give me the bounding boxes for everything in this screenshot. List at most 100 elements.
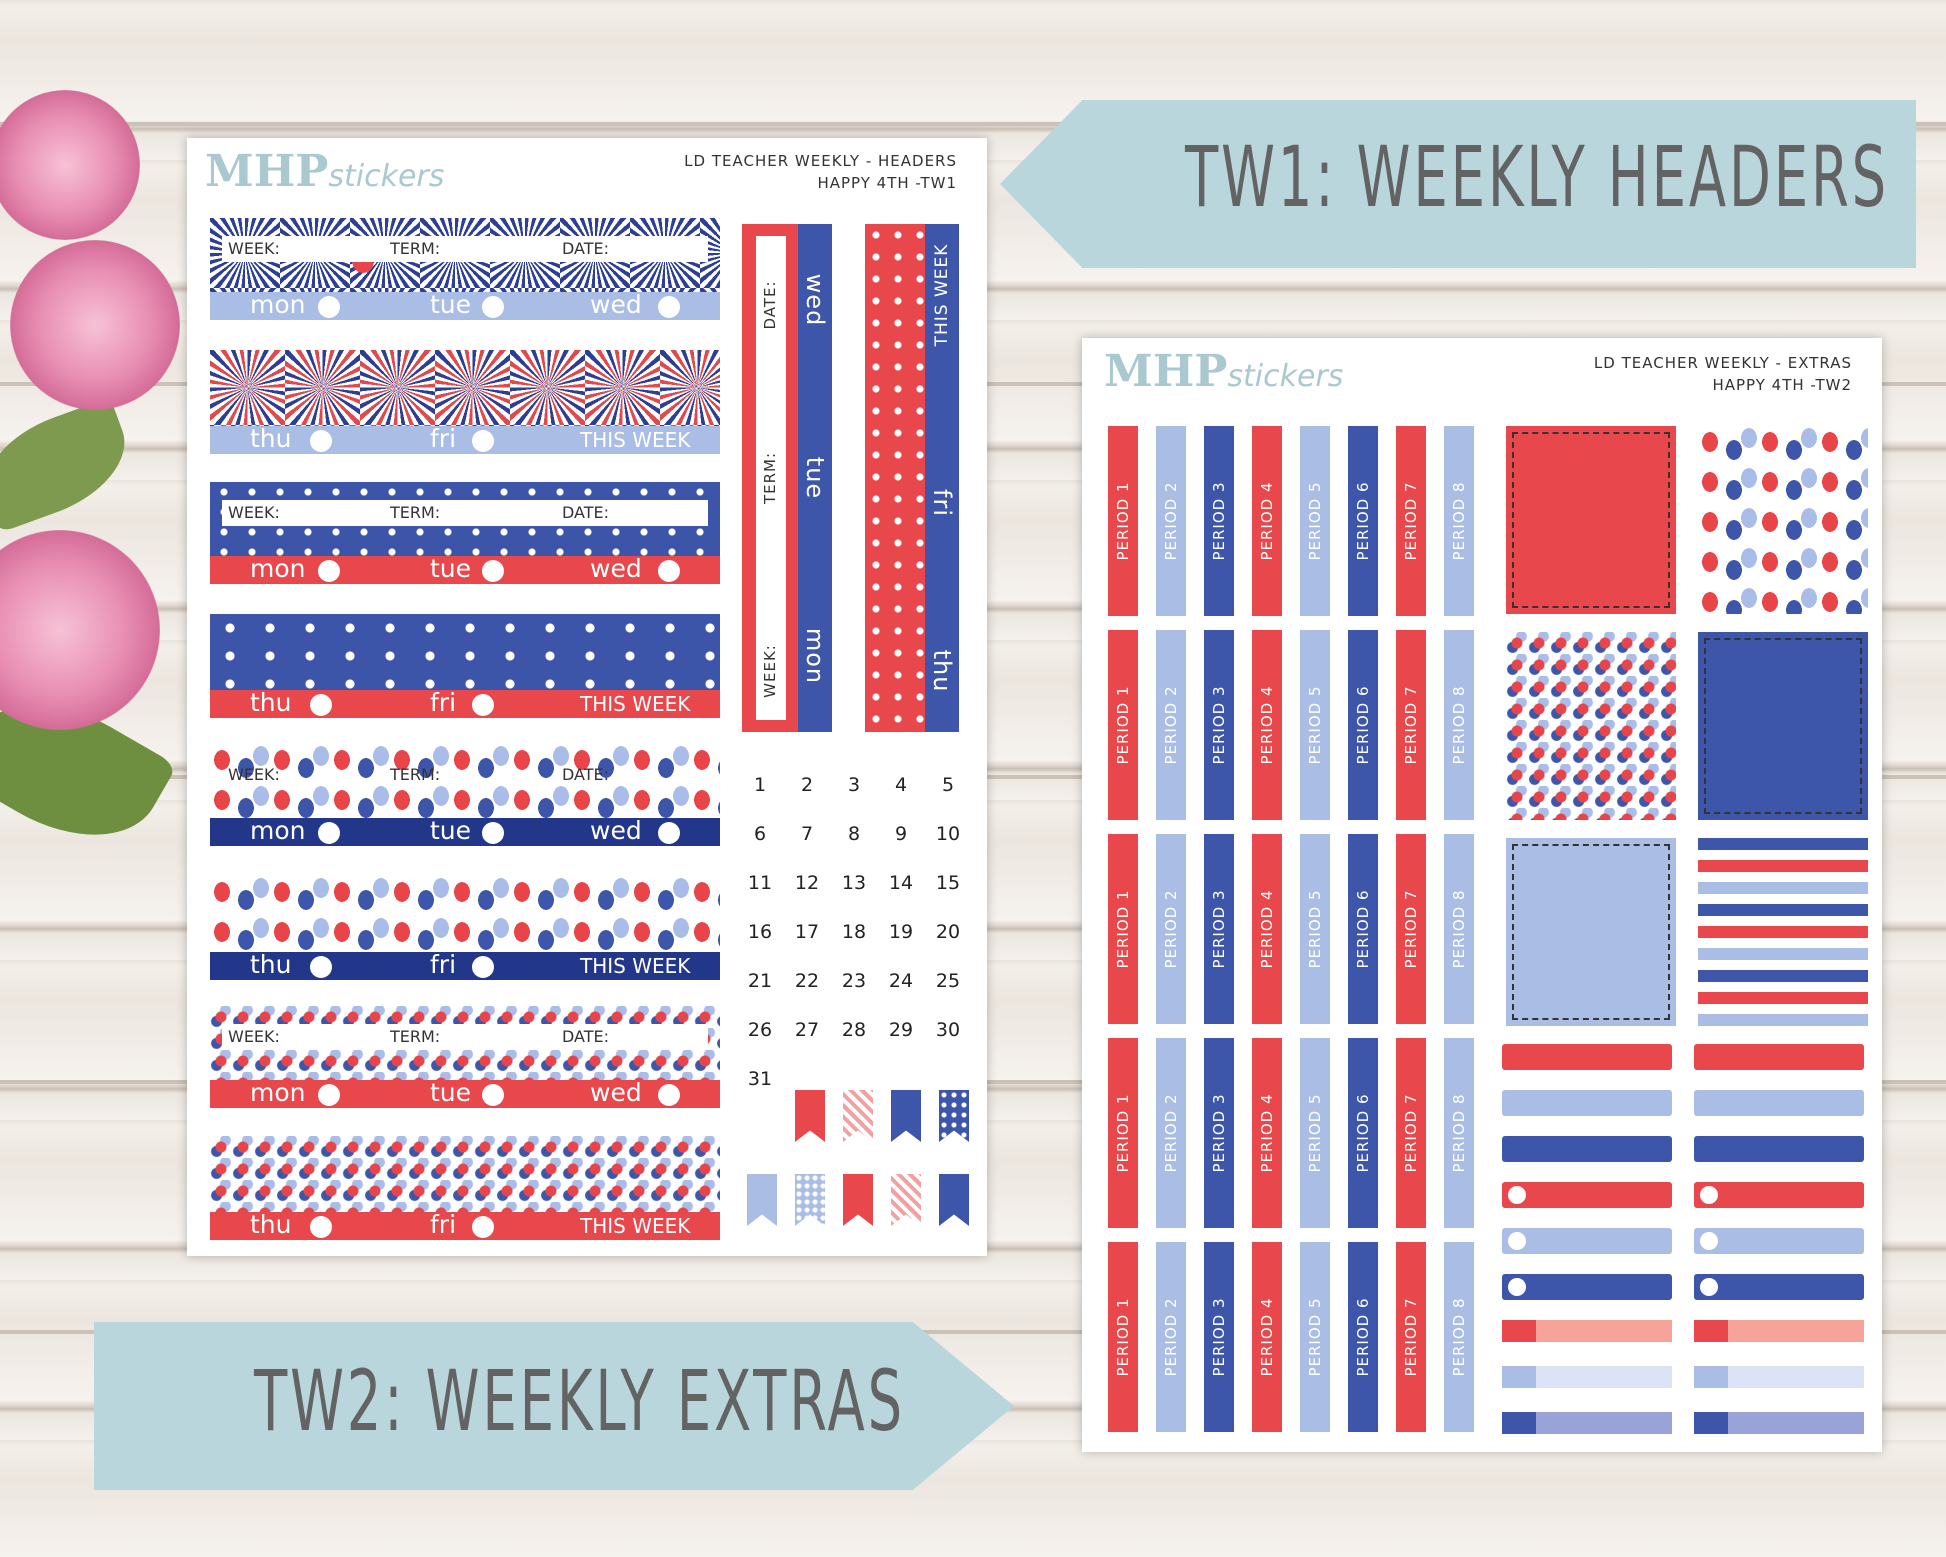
circle-bar-sticker: [1694, 1274, 1864, 1300]
split-bar-right: [1536, 1366, 1672, 1388]
day-circle: [310, 430, 332, 452]
flag-sticker: [747, 1174, 777, 1226]
period-label: PERIOD 8: [1450, 889, 1468, 969]
sheet-title-line1: LD TEACHER WEEKLY - HEADERS: [684, 152, 957, 170]
term-field: TERM:: [390, 765, 441, 784]
day-circle: [472, 1216, 494, 1238]
period-label: PERIOD 2: [1162, 889, 1180, 969]
period-strip: PERIOD 2: [1156, 834, 1186, 1024]
bar-sticker: [1694, 1090, 1864, 1116]
date-number: 23: [841, 970, 867, 992]
period-label: PERIOD 1: [1114, 481, 1132, 561]
date-field: DATE:: [562, 765, 610, 784]
period-strip: PERIOD 2: [1156, 1038, 1186, 1228]
day-label-wed: wed: [590, 554, 642, 583]
day-bar: mon tue wed: [210, 554, 720, 584]
period-label: PERIOD 5: [1306, 1297, 1324, 1377]
field-row: WEEK: TERM: DATE:: [222, 1024, 708, 1050]
full-box-red: [1506, 426, 1676, 614]
sheet-headers: MHPstickers LD TEACHER WEEKLY - HEADERS …: [187, 138, 987, 1256]
day-circle: [658, 822, 680, 844]
header-strip: WEEK: TERM: DATE: mon tue wed: [210, 1006, 720, 1108]
period-label: PERIOD 3: [1210, 1297, 1228, 1377]
period-strip: PERIOD 6: [1348, 426, 1378, 616]
period-label: PERIOD 3: [1210, 889, 1228, 969]
period-label: PERIOD 8: [1450, 685, 1468, 765]
logo-script: stickers: [1227, 359, 1344, 394]
date-number: 27: [794, 1019, 820, 1041]
period-strip: PERIOD 2: [1156, 426, 1186, 616]
week-field: WEEK:: [228, 1027, 280, 1046]
tw1-banner: TW1: WEEKLY HEADERS: [1000, 100, 1916, 268]
period-strip: PERIOD 4: [1252, 1038, 1282, 1228]
circle-bar-sticker: [1502, 1228, 1672, 1254]
day-circle: [310, 956, 332, 978]
date-number: 19: [888, 921, 914, 943]
this-week-label: THIS WEEK: [580, 692, 691, 716]
day-circle: [318, 560, 340, 582]
split-bar-right: [1728, 1366, 1864, 1388]
period-strip: PERIOD 3: [1204, 834, 1234, 1024]
day-label-fri: fri: [430, 688, 457, 717]
day-circle: [482, 560, 504, 582]
period-label: PERIOD 6: [1354, 685, 1372, 765]
period-label: PERIOD 1: [1114, 889, 1132, 969]
date-number: 11: [747, 872, 773, 894]
period-strip: PERIOD 4: [1252, 426, 1282, 616]
vertical-day-thu: thu: [928, 649, 956, 693]
bar-sticker: [1694, 1044, 1864, 1070]
box-dashed-border: [1512, 432, 1670, 608]
flower: [0, 90, 140, 240]
flag-sticker: [795, 1090, 825, 1142]
period-label: PERIOD 6: [1354, 889, 1372, 969]
term-field: TERM:: [390, 1027, 441, 1046]
flag-sticker: [843, 1090, 873, 1142]
vertical-field-box: [756, 236, 786, 720]
date-number: 7: [800, 823, 814, 845]
vertical-stars-strip: [865, 224, 925, 732]
bar-sticker: [1502, 1090, 1672, 1116]
header-strip: thu fri THIS WEEK: [210, 1136, 720, 1240]
day-label-thu: thu: [250, 688, 292, 717]
vertical-day-strip: wed tue mon: [798, 224, 832, 732]
period-label: PERIOD 7: [1402, 1297, 1420, 1377]
period-strip: PERIOD 2: [1156, 630, 1186, 820]
leaf: [0, 397, 141, 533]
period-strip: PERIOD 7: [1396, 630, 1426, 820]
day-bar: thu fri THIS WEEK: [210, 688, 720, 718]
tw2-banner-text: TW2: WEEKLY EXTRAS: [254, 1352, 906, 1450]
bar-sticker: [1502, 1044, 1672, 1070]
header-strip: thu fri THIS WEEK: [210, 614, 720, 718]
period-label: PERIOD 7: [1402, 481, 1420, 561]
day-circle: [310, 1216, 332, 1238]
period-strip: PERIOD 4: [1252, 630, 1282, 820]
period-strip: PERIOD 7: [1396, 1038, 1426, 1228]
header-strip: WEEK: TERM: DATE: mon tue wed: [210, 218, 720, 320]
logo-main: MHP: [1104, 346, 1228, 397]
period-strip: PERIOD 1: [1108, 834, 1138, 1024]
period-label: PERIOD 2: [1162, 481, 1180, 561]
flag-sticker: [939, 1090, 969, 1142]
term-field: TERM:: [390, 503, 441, 522]
date-field: DATE:: [562, 239, 610, 258]
period-strip: PERIOD 8: [1444, 1242, 1474, 1432]
day-circle: [472, 956, 494, 978]
multistars-pattern: [210, 1136, 720, 1212]
vertical-field-strip: DATE: TERM: WEEK:: [742, 224, 798, 732]
day-label-thu: thu: [250, 950, 292, 979]
date-number: 29: [888, 1019, 914, 1041]
bar-circle: [1508, 1232, 1526, 1250]
date-number: 13: [841, 872, 867, 894]
period-label: PERIOD 4: [1258, 1297, 1276, 1377]
day-circle: [658, 560, 680, 582]
tw1-banner-text: TW1: WEEKLY HEADERS: [1185, 128, 1890, 226]
flower-decoration: [0, 90, 200, 990]
day-label-tue: tue: [430, 816, 472, 845]
logo-main: MHP: [205, 146, 329, 197]
period-strip: PERIOD 1: [1108, 426, 1138, 616]
period-strip: PERIOD 1: [1108, 630, 1138, 820]
bar-stickers: [1502, 1044, 1872, 1444]
day-circle: [318, 822, 340, 844]
period-strip: PERIOD 3: [1204, 1242, 1234, 1432]
circle-bar-sticker: [1694, 1182, 1864, 1208]
